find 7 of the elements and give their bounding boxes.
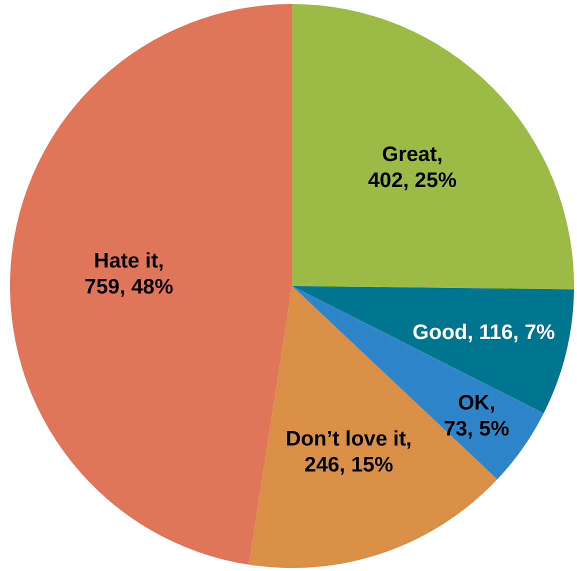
pie-slice (292, 4, 574, 290)
slice-label: Good, 116, 7% (412, 320, 556, 344)
pie-slice (292, 286, 574, 414)
slice-label: OK, 73, 5% (444, 391, 510, 440)
slice-label: Great, 402, 25% (368, 142, 458, 192)
slice-label: Don’t love it, 246, 15% (286, 426, 412, 476)
slice-label: Hate it, 759, 48% (84, 249, 174, 298)
